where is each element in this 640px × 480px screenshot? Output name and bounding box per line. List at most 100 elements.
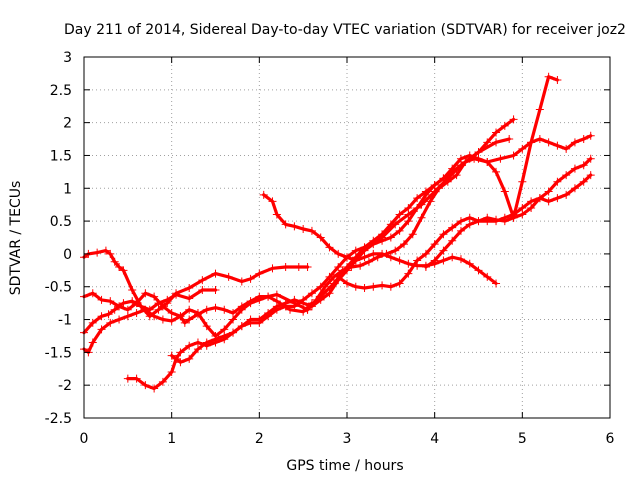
- data-point: [281, 302, 290, 311]
- data-point: [198, 276, 207, 285]
- data-point: [579, 135, 588, 144]
- data-point: [272, 305, 281, 314]
- data-point: [586, 131, 595, 140]
- data-point: [439, 256, 448, 265]
- data-point: [185, 284, 194, 293]
- data-point: [338, 266, 347, 275]
- x-tick-label: 5: [518, 431, 527, 447]
- data-point: [492, 279, 501, 288]
- series-track-6: [167, 72, 562, 367]
- data-point: [518, 144, 527, 153]
- data-point: [369, 249, 378, 258]
- data-point: [500, 217, 509, 226]
- data-point: [408, 230, 417, 239]
- data-point: [570, 164, 579, 173]
- data-point: [185, 305, 194, 314]
- data-point: [527, 203, 536, 212]
- data-point: [167, 368, 176, 377]
- data-point: [421, 263, 430, 272]
- data-point: [439, 246, 448, 255]
- data-point: [426, 197, 435, 206]
- data-point: [386, 282, 395, 291]
- data-point: [483, 138, 492, 147]
- data-point: [101, 246, 110, 255]
- data-point: [570, 184, 579, 193]
- data-point: [290, 302, 299, 311]
- data-point: [562, 190, 571, 199]
- data-point: [202, 305, 211, 314]
- data-point: [483, 158, 492, 167]
- data-point: [115, 315, 124, 324]
- data-point: [435, 184, 444, 193]
- data-point: [123, 312, 132, 321]
- y-tick-label: -2: [58, 378, 72, 394]
- x-tick-label: 1: [167, 431, 176, 447]
- axis-ticks: [83, 56, 611, 419]
- data-point: [404, 203, 413, 212]
- data-point: [255, 318, 264, 327]
- data-point: [316, 233, 325, 242]
- data-point: [518, 177, 527, 186]
- y-tick-label: 3: [63, 50, 72, 66]
- data-point: [268, 197, 277, 206]
- data-point: [88, 318, 97, 327]
- data-point: [553, 194, 562, 203]
- data-point: [193, 345, 202, 354]
- data-point: [492, 167, 501, 176]
- data-point: [343, 253, 351, 262]
- data-point: [413, 194, 422, 203]
- data-point: [456, 226, 465, 235]
- data-point: [264, 292, 273, 301]
- y-tick-label: 0: [63, 247, 72, 263]
- data-point: [382, 249, 391, 258]
- y-tick-label: 0.5: [50, 214, 72, 230]
- data-point: [325, 289, 334, 298]
- data-point: [303, 263, 312, 272]
- data-point: [299, 295, 308, 304]
- x-tick-labels: 0 1 2 3 4 5 6: [80, 431, 615, 447]
- data-point: [128, 286, 137, 295]
- data-point: [492, 215, 501, 224]
- data-point: [115, 263, 124, 272]
- data-point: [364, 257, 373, 266]
- data-point: [391, 246, 400, 255]
- data-point: [255, 295, 264, 304]
- data-point: [351, 282, 360, 291]
- y-tick-labels: -2.5 -2 -1.5 -1 -0.5 0 0.5 1 1.5 2 2.5 3: [45, 50, 72, 427]
- data-point: [430, 256, 439, 265]
- data-point: [461, 158, 470, 167]
- y-tick-label: 2: [63, 116, 72, 132]
- data-point: [158, 377, 167, 386]
- data-point: [483, 213, 492, 222]
- data-point: [290, 222, 299, 231]
- data-point: [132, 299, 141, 308]
- data-point: [202, 338, 211, 347]
- data-point: [167, 308, 176, 317]
- data-point: [399, 240, 408, 249]
- data-point: [562, 171, 571, 180]
- data-point: [378, 230, 387, 239]
- series-line: [424, 157, 593, 269]
- data-point: [246, 274, 255, 283]
- data-point: [470, 154, 479, 163]
- data-point: [185, 341, 194, 350]
- x-tick-label: 3: [343, 431, 352, 447]
- data-point: [211, 303, 220, 312]
- data-point: [404, 217, 413, 226]
- data-point: [128, 297, 137, 306]
- data-point: [369, 282, 378, 291]
- data-point: [579, 161, 588, 170]
- data-point: [307, 226, 316, 235]
- data-point: [509, 115, 518, 124]
- data-point: [224, 272, 233, 281]
- x-tick-label: 2: [255, 431, 264, 447]
- data-point: [386, 233, 395, 242]
- data-point: [413, 256, 422, 265]
- data-point: [141, 381, 150, 390]
- data-point: [369, 236, 378, 245]
- data-point: [456, 154, 465, 163]
- data-point: [237, 322, 246, 331]
- data-point: [496, 154, 505, 163]
- data-point: [395, 210, 404, 219]
- data-point: [220, 305, 229, 314]
